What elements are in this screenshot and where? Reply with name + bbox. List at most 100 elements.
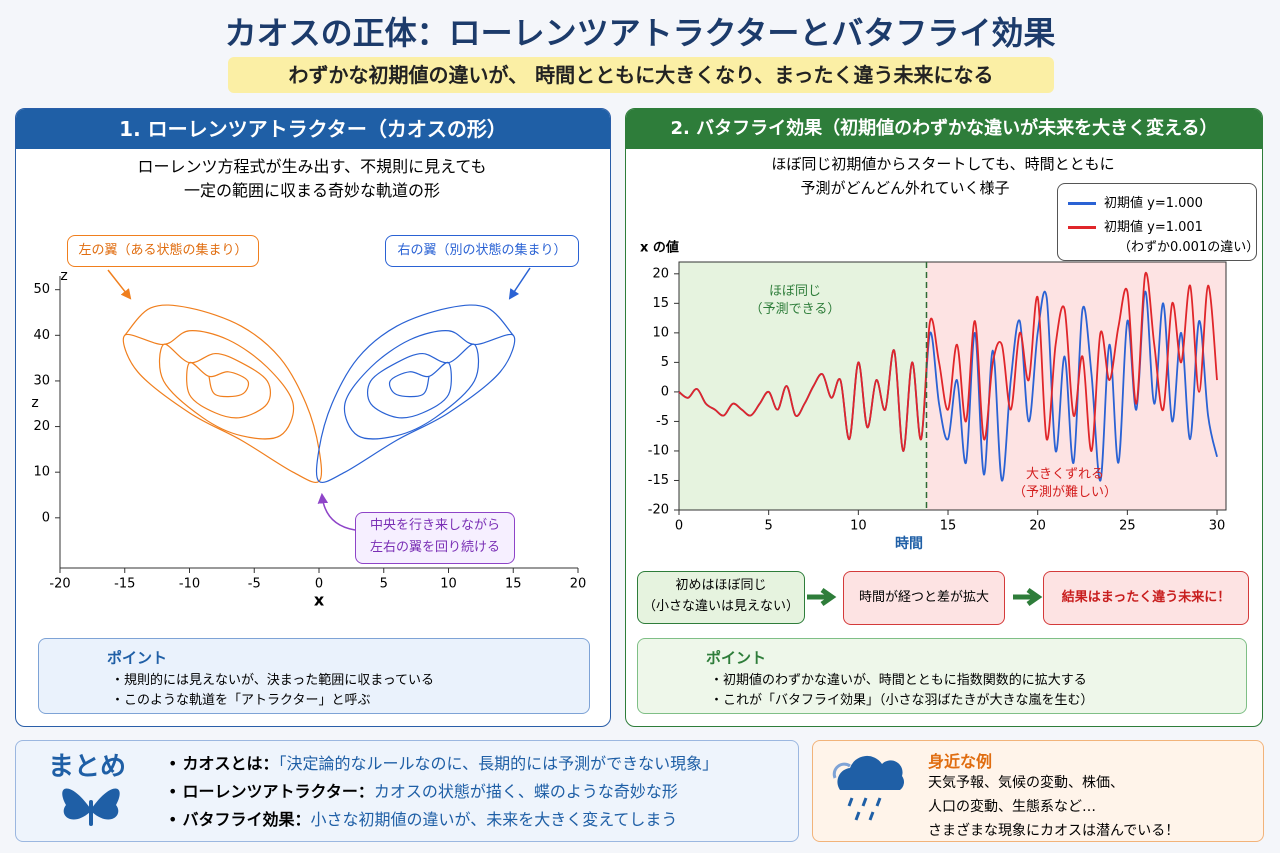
x-tick-label: 20 — [570, 577, 587, 592]
annotation-text: （予測が難しい） — [1012, 485, 1117, 500]
x-tick-label: -20 — [49, 577, 70, 592]
flow-text: （小さな違いは見えない） — [642, 599, 799, 614]
legend-note: （わずか0.001の違い） — [1118, 240, 1260, 255]
annotation-arrow — [508, 267, 531, 300]
y-axis-label: z — [31, 395, 38, 411]
x-tick-label: -5 — [248, 577, 261, 592]
flow-text: 初めはほぼ同じ — [675, 578, 767, 593]
example-text: さまざまな現象にカオスは潜んでいる！ — [928, 823, 1180, 839]
example-text: 人口の変動、生態系など… — [928, 799, 1096, 815]
y-tick-label: -10 — [648, 443, 669, 458]
x-tick-label: 5 — [380, 577, 388, 592]
annotation: 左の翼（ある状態の集まり） — [67, 235, 259, 267]
x-tick-label: 15 — [940, 519, 957, 534]
summary-text: 「決定論的なルールなのに、長期的には予測ができない現象」 — [278, 754, 719, 773]
legend-entry: 初期値 y=1.001 — [1068, 216, 1203, 235]
y-tick-label: -20 — [648, 503, 669, 518]
x-tick-label: 10 — [850, 519, 867, 534]
x-tick-label: 10 — [440, 577, 457, 592]
legend-label: 初期値 y=1.001 — [1104, 220, 1203, 235]
series-line — [678, 271, 1218, 452]
subtitle: わずかな初期値の違いが、 時間とともに大きくなり、まったく違う未来になる — [228, 57, 1054, 93]
example-title: 身近な例 — [928, 752, 993, 771]
butterfly-icon — [62, 788, 120, 826]
point-title: ポイント — [706, 649, 767, 667]
annotation-text: 右の翼（別の状態の集まり） — [397, 243, 567, 258]
legend-swatch — [1068, 226, 1096, 229]
legend-entry: 初期値 y=1.000 — [1068, 192, 1203, 211]
series-line — [122, 304, 323, 484]
annotation-arrow — [317, 492, 356, 531]
y-tick-label: 20 — [33, 419, 50, 434]
annotation-text: 大きくずれる — [1025, 467, 1104, 482]
y-tick-label: 20 — [652, 266, 669, 281]
right-description: 予測がどんどん外れていく様子 — [800, 179, 1010, 197]
annotation: 右の翼（別の状態の集まり） — [385, 235, 579, 267]
x-tick-label: 5 — [765, 519, 773, 534]
series-line — [315, 304, 516, 484]
plot-frame — [678, 261, 1227, 511]
summary-text: カオスの状態が描く、蝶のような奇妙な形 — [373, 782, 678, 801]
y-axis-label: x の値 — [640, 240, 679, 256]
region — [679, 262, 927, 510]
right-description: ほぼ同じ初期値からスタートしても、時間とともに — [771, 155, 1115, 173]
annotation: 中央を行き来しながら 左右の翼を回り続ける — [355, 512, 515, 564]
flow-arrow — [807, 587, 837, 607]
summary-item: • カオスとは：「決定論的なルールなのに、長期的には予測ができない現象」 — [168, 754, 719, 773]
x-tick-label: 30 — [1209, 519, 1226, 534]
flow-box: 時間が経つと差が拡大 — [843, 571, 1005, 625]
annotation: ほぼ同じ （予測できる） — [740, 283, 850, 319]
y-tick-label: 15 — [652, 296, 669, 311]
left-description: ローレンツ方程式が生み出す、不規則に見えても — [137, 157, 487, 176]
legend: 初期値 y=1.000 初期値 y=1.001 （わずか0.001の違い） — [1057, 183, 1260, 261]
annotation-arrow — [107, 269, 132, 300]
axis-line — [59, 276, 578, 569]
flow-text: 結果はまったく違う未来に！ — [1061, 590, 1231, 605]
point-text: ・規則的には見えないが、決まった範囲に収まっている — [111, 673, 435, 688]
flow-arrow — [1013, 587, 1043, 607]
legend-swatch — [1068, 202, 1096, 205]
summary-term: ローレンツアトラクター： — [182, 782, 374, 801]
point-box: ポイント ・規則的には見えないが、決まった範囲に収まっている ・このような軌道を… — [38, 638, 590, 714]
point-text: ・初期値のわずかな違いが、時間とともに指数関数的に拡大する — [710, 673, 1087, 688]
y-tick-label: -15 — [648, 473, 669, 488]
summary-item: • バタフライ効果：小さな初期値の違いが、未来を大きく変えてしまう — [168, 810, 678, 829]
example-text: 天気予報、気候の変動、株価、 — [928, 775, 1124, 791]
annotation-text: 左右の翼を回り続ける — [369, 540, 500, 555]
y-axis-label: z — [60, 268, 67, 284]
right-heading: 2. バタフライ効果（初期値のわずかな違いが未来を大きく変える） — [626, 109, 1262, 149]
point-box: ポイント ・初期値のわずかな違いが、時間とともに指数関数的に拡大する ・これが「… — [637, 638, 1247, 714]
left-panel: 1. ローレンツアトラクター（カオスの形） — [15, 108, 611, 727]
y-tick-label: -5 — [656, 414, 669, 429]
left-description: 一定の範囲に収まる奇妙な軌道の形 — [183, 181, 440, 200]
lorenz-chart: -20 -15 -10 -5 0 5 10 15 20 0 10 20 30 40 50 x z z — [31, 268, 586, 610]
summary-text: 小さな初期値の違いが、未来を大きく変えてしまう — [310, 810, 678, 829]
flow-text: 時間が経つと差が拡大 — [858, 590, 989, 605]
title: カオスの正体：ローレンツアトラクターとバタフライ効果 — [224, 14, 1056, 52]
annotation-text: 中央を行き来しながら — [369, 518, 500, 533]
y-tick-label: 0 — [42, 510, 50, 525]
legend-label: 初期値 y=1.000 — [1104, 196, 1203, 211]
x-tick-label: 20 — [1029, 519, 1046, 534]
point-text: ・このような軌道を「アトラクター」と呼ぶ — [111, 693, 371, 708]
flow-box: 結果はまったく違う未来に！ — [1043, 571, 1249, 625]
point-text: ・これが「バタフライ効果」（小さな羽ばたきが大きな嵐を生む） — [710, 693, 1094, 708]
y-tick-label: 10 — [33, 465, 50, 480]
x-axis-label: x — [314, 591, 325, 610]
x-tick-label: -15 — [114, 577, 135, 592]
annotation-text: ほぼ同じ — [768, 284, 821, 299]
y-tick-label: 0 — [661, 384, 669, 399]
summary-item: • ローレンツアトラクター：カオスの状態が描く、蝶のような奇妙な形 — [168, 782, 678, 801]
cloud-icon — [832, 755, 905, 821]
x-axis-label: 時間 — [895, 535, 923, 552]
butterfly-chart: 0 5 10 15 20 25 30 -20 -15 -10 -5 0 5 10 15 20 時間 x の値 — [640, 240, 1227, 552]
annotation-text: 左の翼（ある状態の集まり） — [78, 243, 248, 258]
x-tick-label: -10 — [179, 577, 200, 592]
y-tick-label: 5 — [661, 355, 669, 370]
summary-term: バタフライ効果： — [182, 810, 311, 829]
left-heading: 1. ローレンツアトラクター（カオスの形） — [16, 109, 610, 149]
x-tick-label: 0 — [675, 519, 683, 534]
annotation-text: （予測できる） — [749, 302, 841, 317]
